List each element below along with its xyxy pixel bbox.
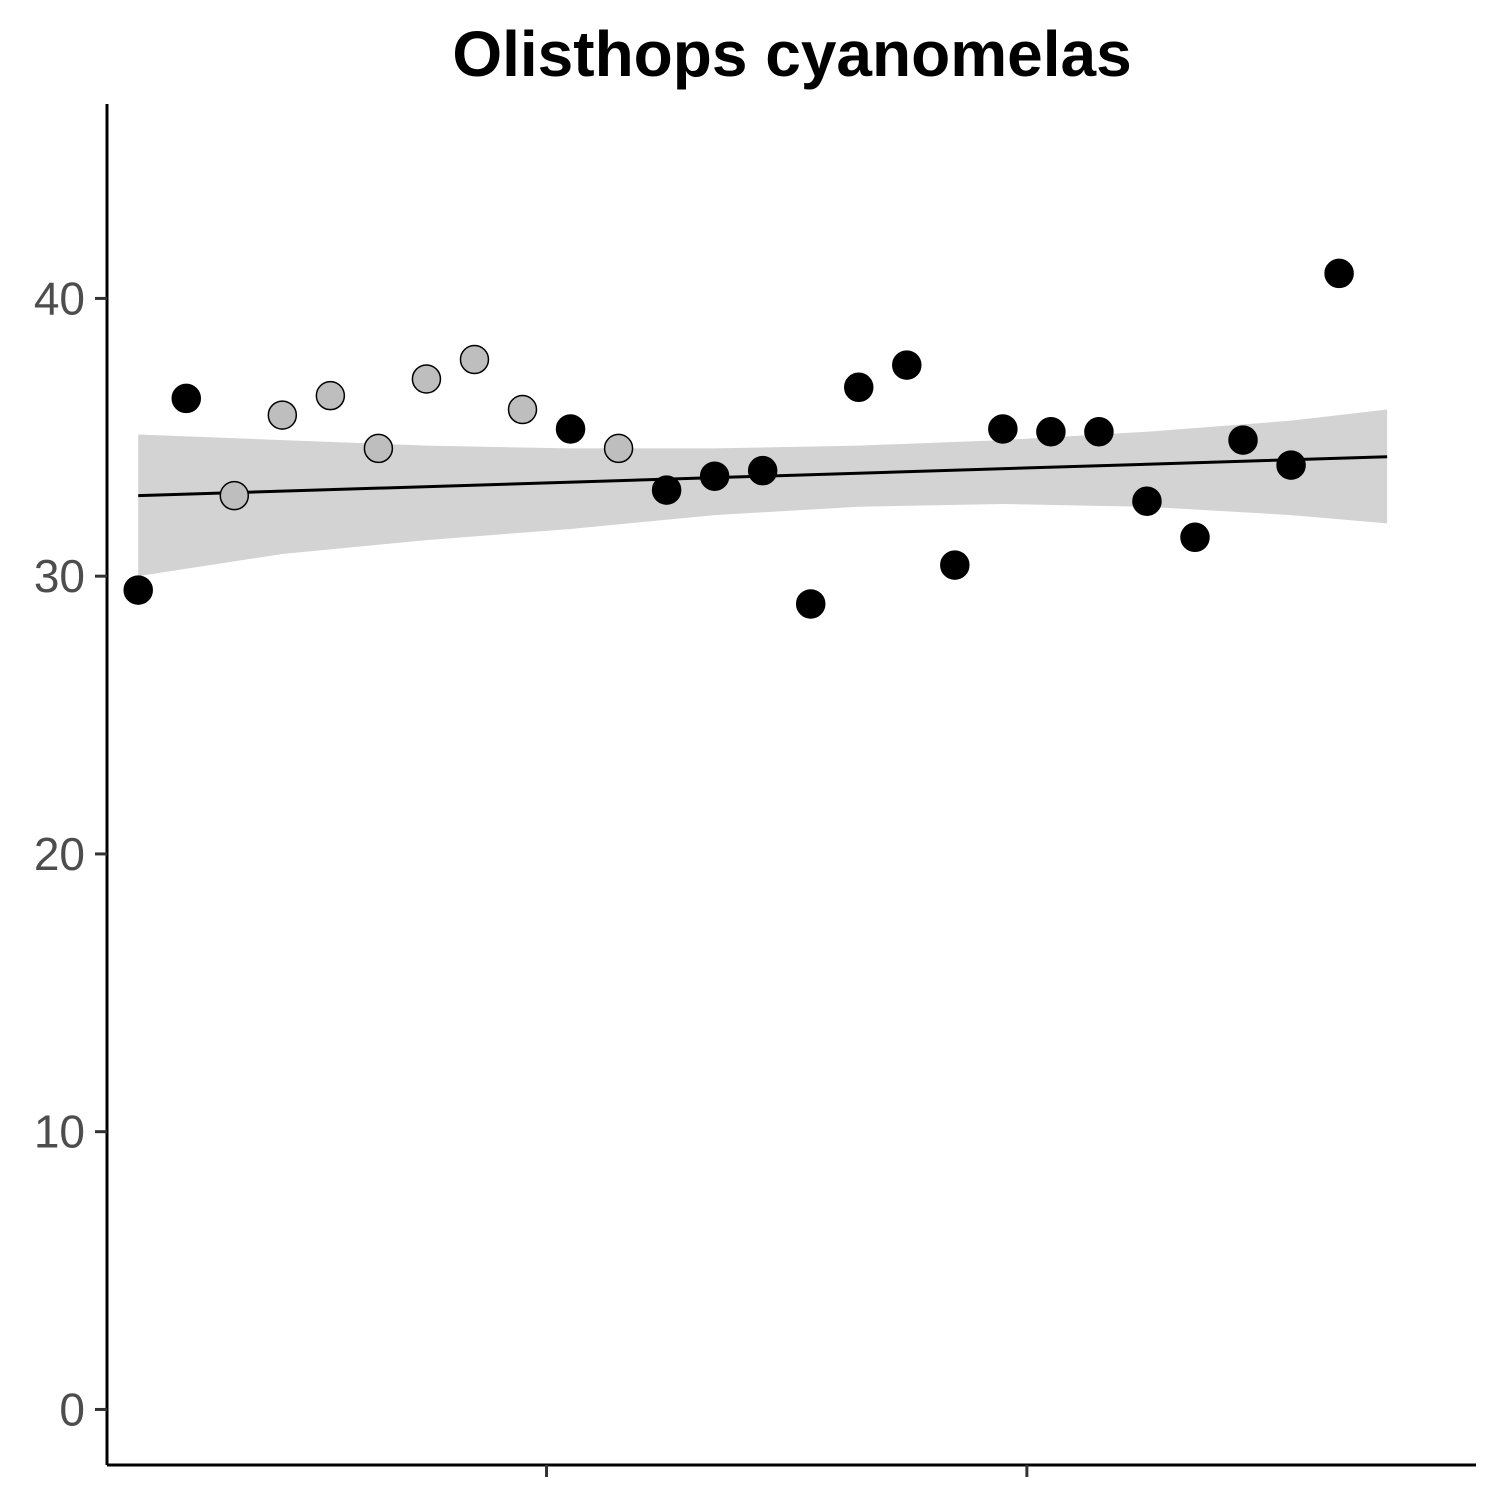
data-point: [699, 461, 730, 491]
confidence-band: [138, 409, 1388, 577]
confidence-band-layer: [138, 409, 1388, 577]
data-point: [892, 350, 922, 380]
data-point: [1228, 425, 1258, 455]
data-point: [1324, 258, 1354, 289]
data-point: [123, 575, 153, 605]
data-point: [1084, 417, 1114, 447]
data-point: [843, 372, 874, 403]
data-point: [555, 414, 586, 444]
data-point: [1180, 522, 1210, 553]
data-point: [940, 550, 970, 580]
data-point: [171, 383, 202, 414]
data-point: [363, 433, 394, 464]
chart-title: Olisthops cyanomelas: [452, 18, 1131, 90]
data-point: [411, 364, 442, 394]
data-point: [747, 455, 778, 486]
y-tick-label: 40: [34, 272, 85, 324]
axes: 0 10 20 30 40: [34, 104, 1476, 1477]
y-tick-label: 10: [34, 1106, 85, 1158]
y-tick-label: 0: [59, 1383, 85, 1435]
data-point: [1132, 486, 1162, 516]
data-point: [1036, 417, 1066, 447]
data-point: [507, 394, 538, 425]
data-point: [1276, 450, 1306, 480]
y-tick-label: 20: [34, 828, 85, 880]
data-point: [603, 433, 634, 464]
data-point: [267, 400, 298, 430]
data-points-layer: [123, 258, 1354, 619]
data-point: [795, 589, 826, 619]
data-point: [651, 475, 682, 505]
data-point: [219, 480, 250, 511]
data-point: [315, 380, 346, 411]
y-tick-label: 30: [34, 550, 85, 602]
data-point: [988, 414, 1018, 444]
data-point: [459, 344, 490, 375]
